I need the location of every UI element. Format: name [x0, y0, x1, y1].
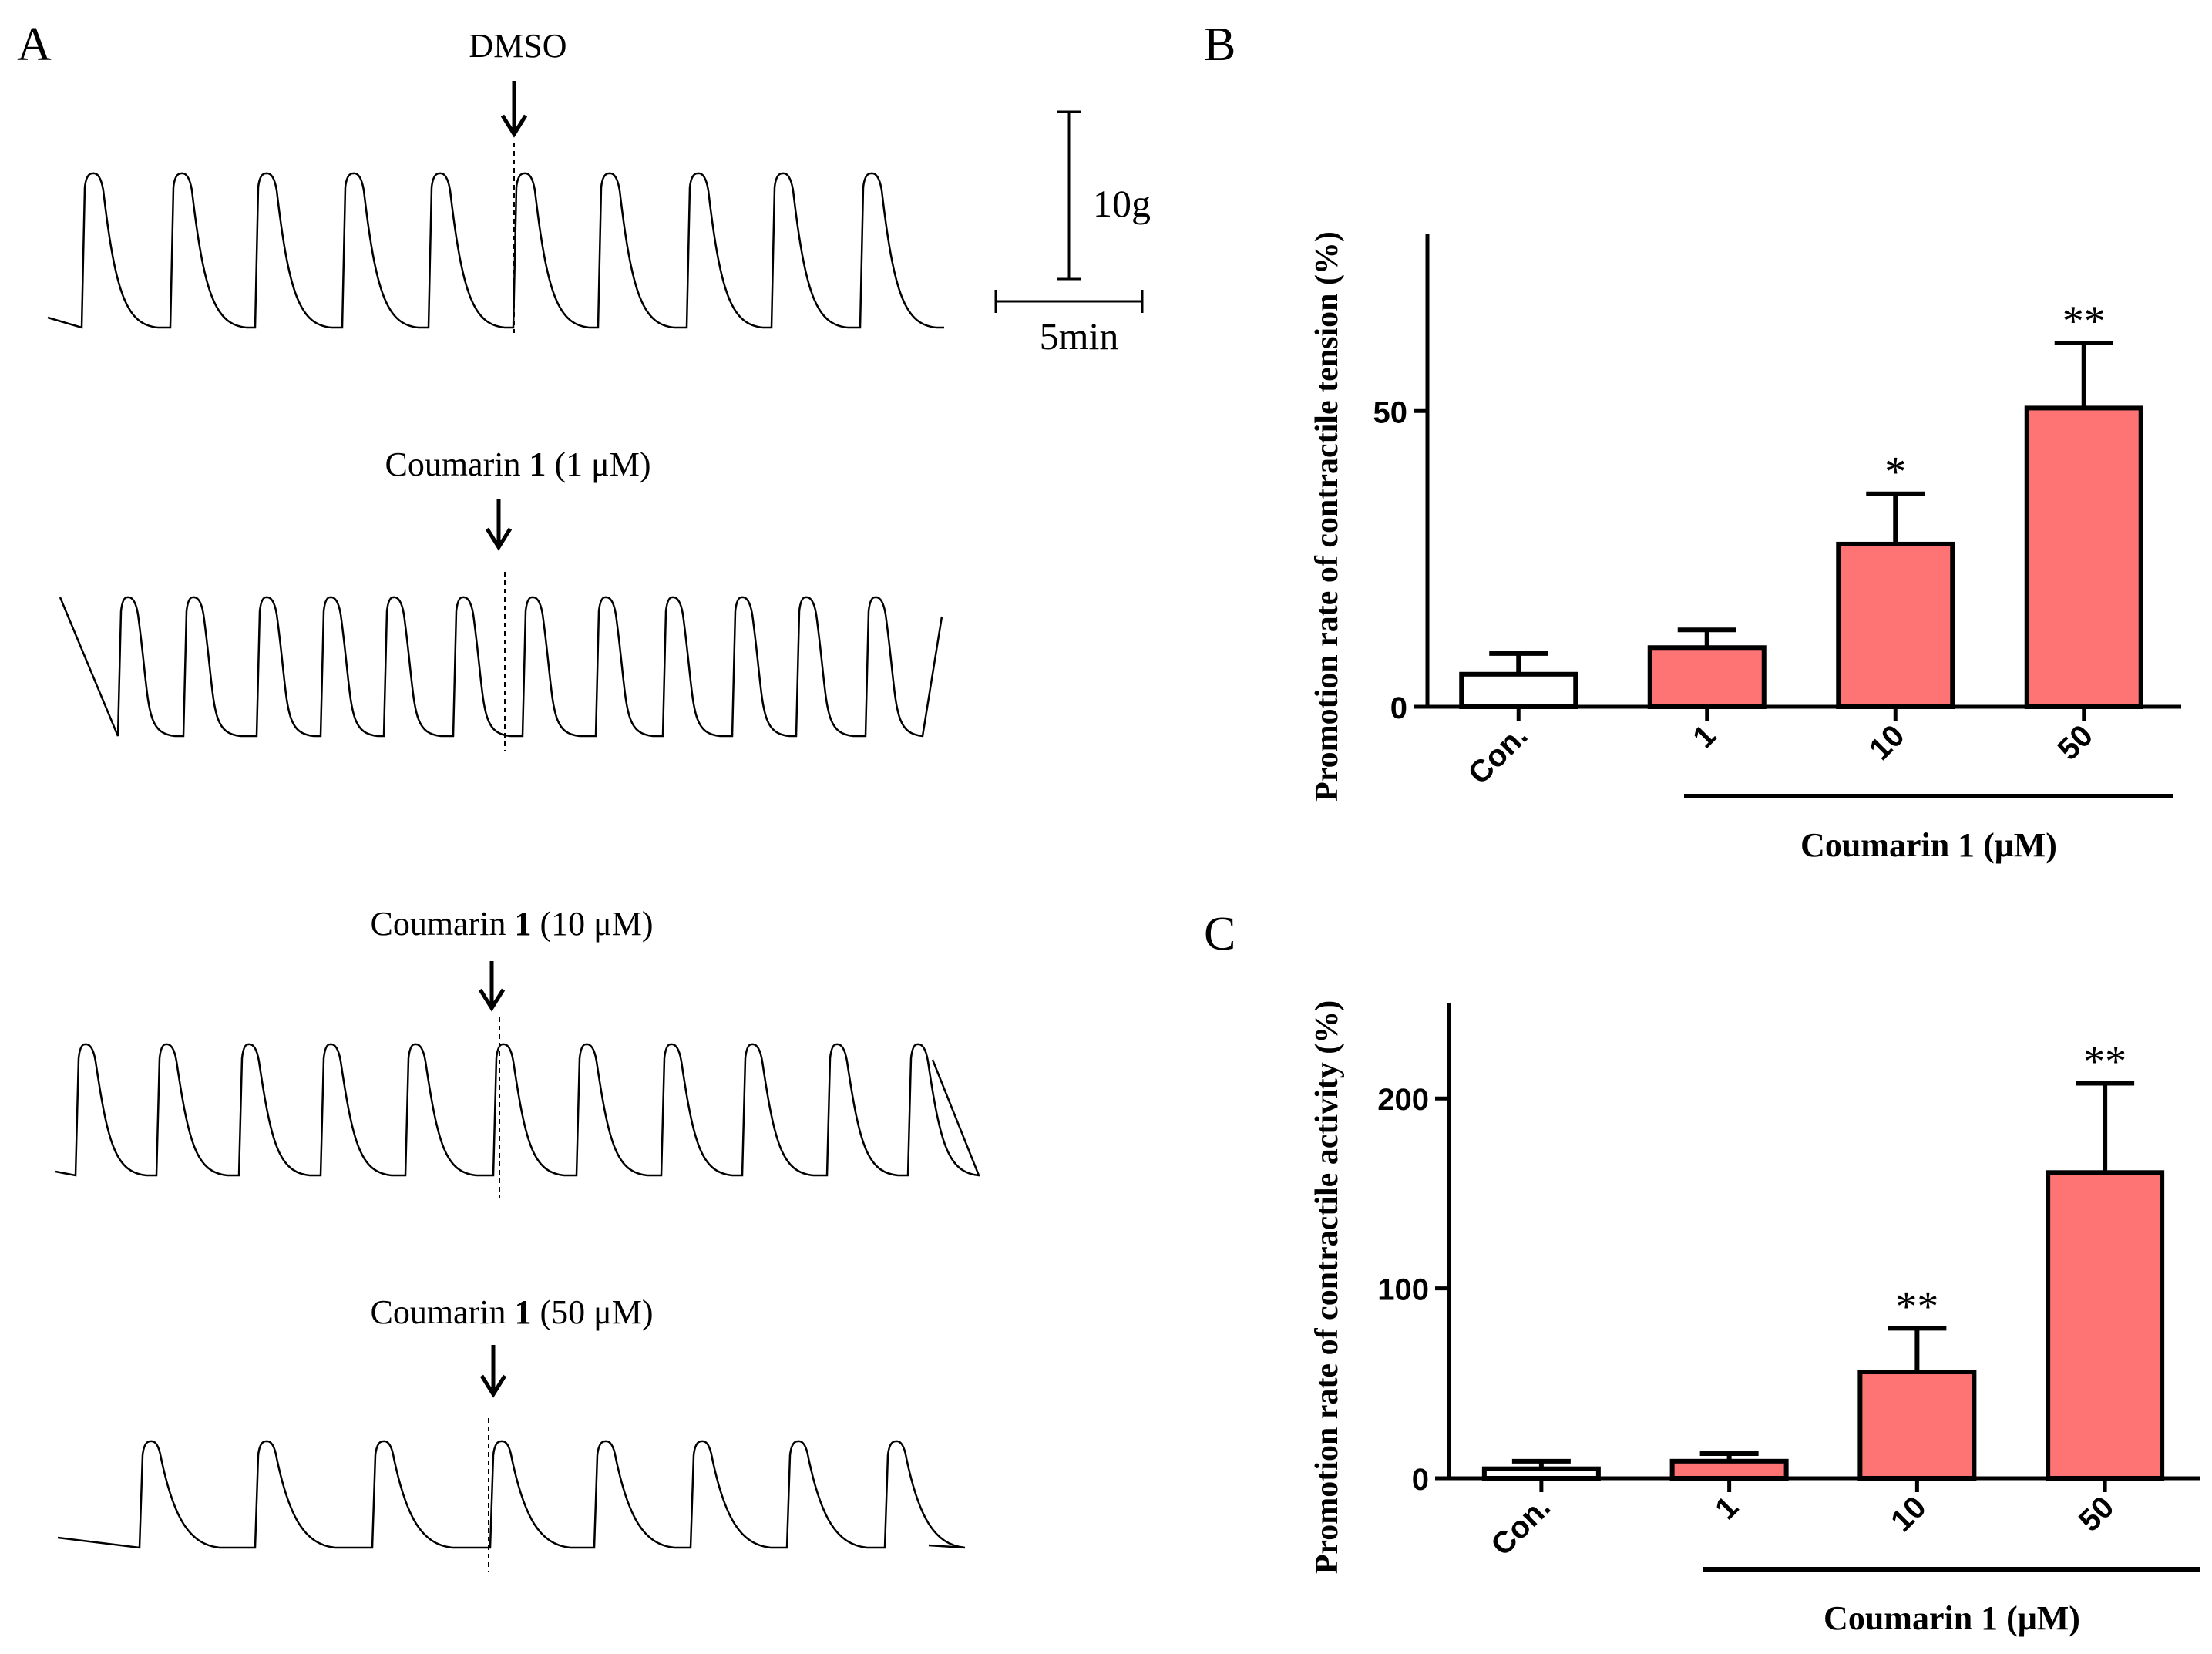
chart-b: 0 50 Con. 1 * 10 ** 50 Coumarin 1 (μM) Promotion …: [1309, 231, 2181, 864]
trace-dmso-label: DMSO: [469, 27, 566, 65]
y-axis-label: Promotion rate of contractile activity (…: [1309, 1000, 1345, 1574]
trace-10uM: Coumarin 1 (10 μM): [55, 905, 980, 1198]
y-tick-label: 50: [1373, 395, 1408, 429]
panel-a-label: A: [17, 18, 52, 71]
trace-dmso-waveform: [47, 172, 944, 329]
bar-50: [2046, 1170, 2165, 1481]
significance-10: **: [1895, 1283, 1938, 1330]
significance-10: *: [1884, 449, 1906, 496]
significance-50: **: [2062, 298, 2106, 345]
x-tick-label-Con.: Con.: [1484, 1490, 1557, 1562]
trace-10uM-waveform: [55, 1043, 980, 1177]
trace-1uM: Coumarin 1 (1 μM): [59, 445, 943, 751]
bar-Con.: [1459, 671, 1578, 709]
chart-c: 0 100 200 Con. 1 ** 10 ** 50 Coumarin 1 (μM) Promo…: [1309, 1000, 2200, 1637]
panel-b-label: B: [1204, 18, 1235, 71]
trace-1uM-waveform: [59, 596, 943, 738]
y-axis-label: Promotion rate of contractile tension (%…: [1309, 231, 1345, 802]
x-axis-label: Coumarin 1 (μM): [1824, 1599, 2080, 1637]
down-arrow-icon: [479, 1345, 507, 1398]
y-tick-label: 0: [1412, 1463, 1429, 1497]
x-tick-label-50: 50: [2052, 718, 2100, 767]
trace-50uM-waveform: [57, 1440, 966, 1549]
trace-50uM: Coumarin 1 (50 μM): [57, 1293, 966, 1572]
trace-dmso: DMSO: [47, 27, 944, 333]
y-tick-label: 0: [1390, 691, 1407, 725]
bar-10: [1857, 1370, 1977, 1481]
scale-bar-time-label: 5min: [1040, 314, 1119, 358]
trace-1uM-label: Coumarin 1 (1 μM): [385, 445, 650, 483]
x-tick-label-Con.: Con.: [1462, 718, 1535, 791]
scale-bar: [994, 110, 1144, 313]
scale-bar-force-label: 10g: [1093, 182, 1151, 225]
y-tick-label: 200: [1377, 1083, 1429, 1117]
down-arrow-icon: [500, 81, 528, 138]
down-arrow-icon: [478, 961, 506, 1012]
x-tick-label-10: 10: [1884, 1490, 1933, 1538]
significance-50: **: [2083, 1037, 2126, 1085]
y-tick-label: 100: [1377, 1273, 1429, 1307]
x-tick-label-50: 50: [2072, 1490, 2121, 1538]
bar-10: [1836, 541, 1955, 709]
down-arrow-icon: [485, 499, 513, 551]
bar-1: [1647, 645, 1767, 709]
x-tick-label-1: 1: [1709, 1490, 1745, 1526]
panel-c-label: C: [1204, 908, 1235, 960]
trace-10uM-label: Coumarin 1 (10 μM): [370, 905, 653, 943]
trace-50uM-label: Coumarin 1 (50 μM): [370, 1293, 653, 1331]
bar-Con.: [1481, 1466, 1601, 1481]
x-tick-label-1: 1: [1686, 718, 1723, 755]
x-tick-label-10: 10: [1863, 718, 1911, 767]
bar-50: [2024, 405, 2143, 709]
bar-1: [1669, 1458, 1789, 1481]
x-axis-label: Coumarin 1 (μM): [1800, 826, 2057, 864]
